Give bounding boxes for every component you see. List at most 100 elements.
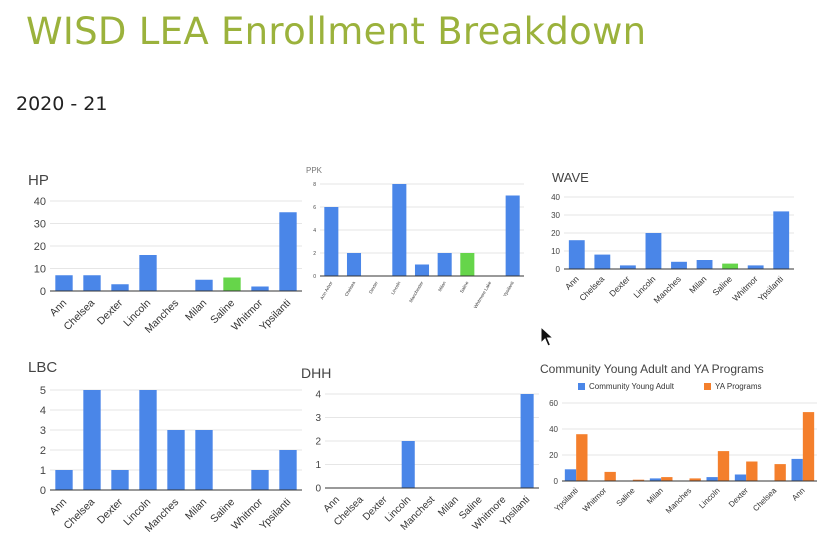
bar — [722, 263, 739, 269]
bar — [747, 265, 764, 269]
x-tick-label: Ypsilanti — [257, 496, 293, 532]
x-tick-label: Whitmor — [730, 274, 760, 304]
y-tick-label: 4 — [315, 390, 321, 401]
x-tick-label: Milan — [645, 486, 665, 506]
y-tick-label: 2 — [315, 437, 321, 448]
legend-label: YA Programs — [715, 382, 762, 391]
x-tick-label: Ypsilanti — [502, 281, 515, 298]
y-tick-label: 0 — [556, 265, 561, 274]
bar — [802, 412, 815, 481]
y-tick-label: 4 — [40, 405, 46, 417]
legend-swatch — [704, 383, 711, 390]
bar — [324, 207, 339, 276]
x-tick-label: Manches — [664, 486, 693, 515]
x-tick-label: Lincoln — [390, 280, 402, 295]
x-tick-label: Ann — [563, 274, 581, 292]
bar — [195, 279, 213, 291]
x-tick-label: Milan — [183, 297, 209, 323]
x-tick-label: Milan — [687, 274, 709, 296]
bar — [717, 451, 730, 481]
bar — [774, 464, 786, 481]
slide-subtitle: 2020 - 21 — [16, 93, 108, 115]
bar — [505, 195, 520, 276]
y-tick-label: 20 — [34, 241, 46, 253]
y-tick-label: 1 — [40, 465, 46, 477]
x-tick-label: Ypsilanti — [553, 486, 580, 513]
legend-swatch — [578, 383, 585, 390]
bar — [649, 478, 662, 481]
bar — [604, 471, 616, 481]
bar — [111, 470, 129, 490]
chart-community: Community Young Adult and YA Programs 0 20… — [540, 362, 817, 515]
y-tick-label: 6 — [313, 205, 316, 211]
mouse-cursor-icon — [540, 326, 555, 347]
bar — [251, 470, 269, 490]
x-tick-label: Dexter — [368, 280, 379, 294]
y-tick-label: 3 — [315, 413, 321, 424]
bar — [632, 479, 645, 481]
y-tick-label: 4 — [313, 228, 316, 234]
x-tick-label: Ann — [48, 297, 70, 319]
bar — [661, 477, 673, 481]
x-tick-label: Milan — [183, 496, 209, 522]
bar — [706, 477, 718, 481]
y-tick-label: 60 — [549, 399, 558, 408]
x-tick-label: Chelsea — [62, 297, 98, 333]
x-tick-label: Ann — [48, 496, 70, 518]
x-tick-label: Manches — [651, 274, 682, 305]
y-tick-label: 0 — [313, 274, 316, 280]
chart-hp: HP010203040AnnChelseaDexterLincolnManche… — [28, 172, 302, 336]
x-tick-label: Saline — [710, 274, 734, 298]
bar — [746, 461, 758, 481]
x-tick-label: Dexter — [607, 274, 632, 299]
x-tick-label: Dexter — [95, 496, 126, 527]
bar — [568, 240, 585, 269]
y-tick-label: 30 — [551, 211, 560, 220]
bar — [437, 253, 452, 276]
bar — [346, 253, 362, 276]
x-tick-label: Manchester — [408, 280, 424, 303]
y-tick-label: 10 — [551, 247, 560, 256]
bar — [55, 470, 73, 490]
bar — [576, 434, 588, 481]
bar — [401, 441, 415, 488]
x-tick-label: Ann — [322, 494, 342, 514]
y-tick-label: 5 — [40, 385, 46, 397]
x-tick-label: Whitmore Lake — [473, 280, 493, 309]
x-tick-label: Chelsea — [577, 274, 606, 303]
y-tick-label: 40 — [549, 425, 558, 434]
x-tick-label: Chelsea — [344, 280, 357, 297]
bar — [83, 275, 101, 291]
bar — [414, 264, 430, 276]
bar — [392, 184, 407, 276]
bar — [83, 390, 101, 490]
bar — [689, 478, 701, 481]
y-tick-label: 1 — [315, 460, 321, 471]
chart-title: LBC — [28, 359, 57, 376]
x-tick-label: Dexter — [95, 297, 126, 328]
x-tick-label: Ypsilanti — [257, 297, 293, 333]
bar — [791, 458, 803, 481]
x-tick-label: Ann Arbor — [319, 280, 334, 300]
chart-title: Community Young Adult and YA Programs — [540, 362, 764, 376]
y-tick-label: 40 — [34, 196, 46, 208]
bar — [696, 260, 713, 269]
chart-title: DHH — [301, 365, 331, 381]
bar — [734, 474, 747, 481]
y-tick-label: 40 — [551, 193, 560, 202]
chart-title: PPK — [306, 166, 323, 175]
x-tick-label: Ypsilanti — [756, 274, 785, 303]
chart-ppk: PPK 0 2 4 6 8 Ann Arbor Chelsea Dexter Lincoln Man… — [306, 166, 524, 309]
legend-label: Community Young Adult — [589, 382, 675, 391]
y-tick-label: 20 — [551, 229, 560, 238]
bar — [671, 261, 687, 269]
y-tick-label: 30 — [34, 218, 46, 230]
bar — [55, 275, 73, 291]
bar — [773, 211, 790, 269]
bar — [251, 286, 269, 291]
y-tick-label: 8 — [313, 182, 316, 188]
chart-title: HP — [28, 172, 49, 189]
